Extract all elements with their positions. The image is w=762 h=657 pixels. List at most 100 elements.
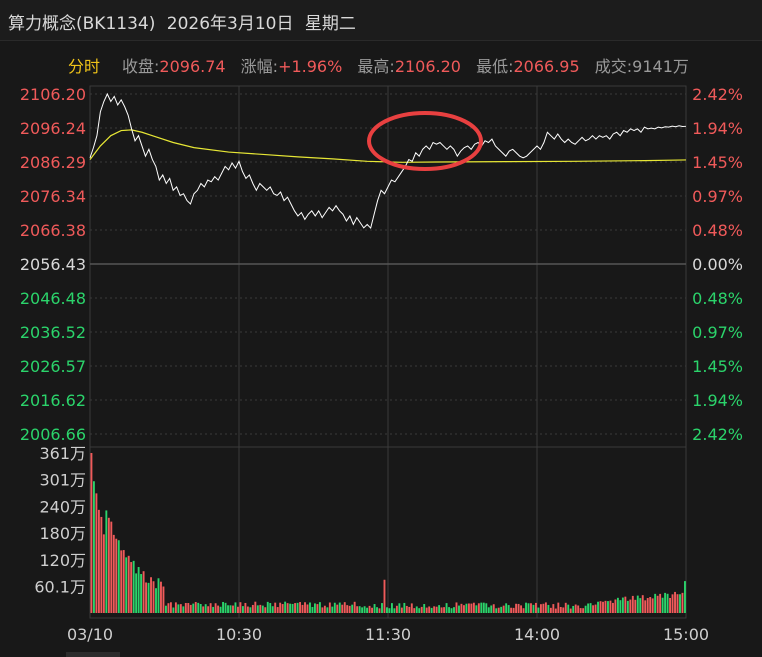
volume-bar <box>244 602 247 613</box>
volume-bar <box>445 603 448 613</box>
price-tick-label: 2086.29 <box>20 153 86 172</box>
volume-bar <box>192 603 195 613</box>
volume-bar <box>348 605 351 613</box>
tab-intraday[interactable]: 分时 <box>68 57 101 76</box>
change-label: 涨幅: <box>240 57 279 76</box>
volume-bar <box>520 605 522 613</box>
volume-bar <box>323 605 326 613</box>
volume-bar <box>460 603 463 613</box>
volume-bar <box>395 605 398 613</box>
volume-bar <box>554 608 557 613</box>
volume-bar <box>597 601 599 613</box>
volume-bar <box>174 602 177 613</box>
volume-label: 成交: <box>594 57 633 76</box>
volume-bar <box>475 605 478 613</box>
volume-bar <box>539 604 542 613</box>
chart-weekday: 星期二 <box>304 14 356 34</box>
volume-bar <box>413 608 416 613</box>
price-tick-label: 2096.24 <box>20 119 86 138</box>
grid-lines <box>89 85 687 619</box>
volume-bar <box>614 599 617 613</box>
volume-bar <box>435 606 438 613</box>
volume-bar <box>602 601 604 613</box>
axis-labels: 2106.20 2096.24 2086.29 2076.34 2066.38 2056.… <box>20 85 743 644</box>
volume-bar <box>309 602 311 613</box>
volume-bars <box>90 453 686 613</box>
volume-bar <box>544 602 547 613</box>
volume-bar <box>651 598 654 613</box>
percent-tick-label: 2.42% <box>692 425 743 444</box>
volume-bar <box>184 602 187 613</box>
volume-tick-label: 60.1万 <box>34 577 86 596</box>
volume-bar <box>289 603 292 613</box>
volume-bar <box>363 606 366 613</box>
volume-bar <box>495 608 498 613</box>
volume-bar <box>599 601 602 613</box>
volume-bar <box>316 604 319 613</box>
info-bar: 分时 收盘:2096.74 涨幅:+1.96% 最高:2106.20 最低:20… <box>0 50 762 76</box>
volume-bar <box>559 606 562 613</box>
volume-bar <box>592 605 595 613</box>
volume-bar <box>120 550 123 613</box>
volume-bar <box>428 606 431 613</box>
volume-bar <box>517 603 520 613</box>
volume-bar <box>430 607 433 613</box>
volume-bar <box>249 607 252 613</box>
volume-bar <box>358 606 361 613</box>
volume-bar <box>311 606 314 613</box>
volume-bar <box>157 578 160 613</box>
volume-bar <box>269 603 272 613</box>
volume-bar <box>455 602 458 613</box>
volume-tick-label: 301万 <box>39 471 86 490</box>
volume-bar <box>353 601 356 613</box>
volume-bar <box>453 607 455 613</box>
price-lines <box>89 92 687 230</box>
volume-bar <box>547 604 550 613</box>
volume-bar <box>304 602 306 613</box>
volume-bar <box>572 605 575 613</box>
volume-bar <box>189 604 192 613</box>
volume-bar <box>204 604 207 613</box>
change-value: +1.96% <box>278 57 343 76</box>
volume-bar <box>467 603 470 613</box>
volume-bar <box>224 602 227 613</box>
price-tick-label: 2076.34 <box>20 187 86 206</box>
volume-bar <box>500 606 503 613</box>
volume-bar <box>194 601 197 613</box>
volume-bar <box>105 510 108 613</box>
volume-bar <box>117 540 120 613</box>
volume-bar <box>197 602 200 613</box>
volume-bar <box>415 606 418 613</box>
volume-bar <box>626 600 629 613</box>
volume-bar <box>254 601 257 613</box>
volume-bar <box>567 604 570 613</box>
volume-bar <box>621 597 624 613</box>
volume-bar <box>669 597 671 613</box>
annotations <box>367 111 483 171</box>
price-tick-label: 2066.38 <box>20 221 86 240</box>
percent-tick-label: 0.97% <box>692 187 743 206</box>
volume-bar <box>535 602 537 613</box>
volume-bar <box>649 597 652 613</box>
scrollbar-thumb[interactable] <box>66 652 120 657</box>
volume-bar <box>341 604 344 613</box>
volume-bar <box>525 602 527 613</box>
volume-bar <box>130 562 133 613</box>
volume-bar <box>433 606 436 613</box>
volume-bar <box>418 608 421 613</box>
volume-tick-label: 240万 <box>39 498 86 517</box>
volume-bar <box>95 493 98 613</box>
volume-bar <box>527 603 530 613</box>
volume-bar <box>229 605 232 613</box>
volume-bar <box>443 607 446 613</box>
volume-bar <box>631 595 634 613</box>
price-line <box>89 92 687 230</box>
volume-bar <box>321 607 324 613</box>
volume-bar <box>522 608 525 613</box>
volume-bar <box>373 604 376 613</box>
volume-bar <box>487 607 490 613</box>
volume-bar <box>182 606 185 613</box>
volume-bar <box>199 604 202 613</box>
volume-bar <box>574 604 577 613</box>
